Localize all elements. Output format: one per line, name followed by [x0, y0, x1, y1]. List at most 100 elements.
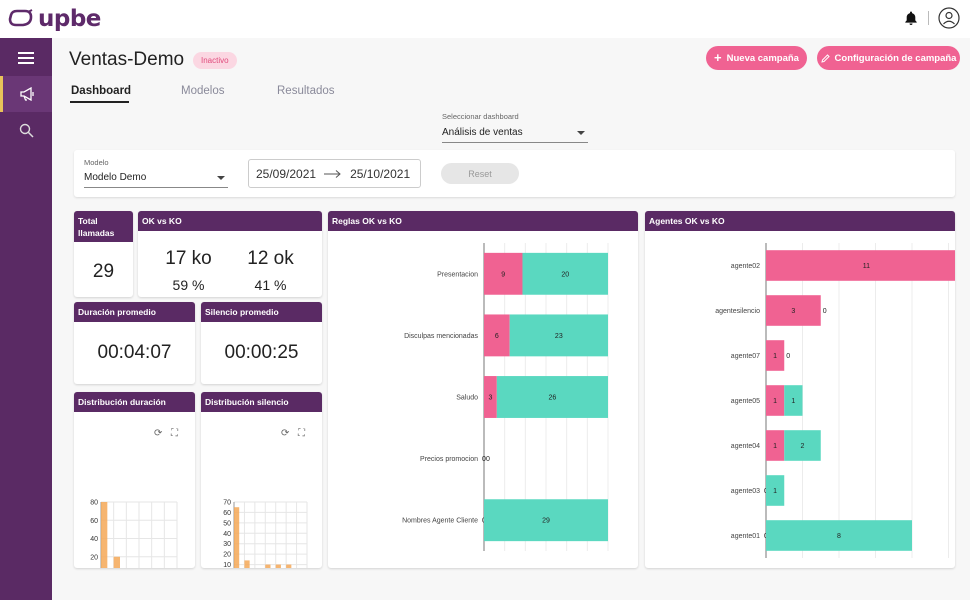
ko-bar — [484, 376, 497, 418]
dashboard-select-text: Análisis de ventas — [442, 127, 523, 138]
duration-distribution-chart: 0204060800102030405060min — [90, 500, 178, 568]
menu-icon — [18, 52, 34, 64]
category-label: agente05 — [731, 398, 760, 405]
config-campaign-label: Configuración de campaña — [834, 52, 957, 64]
ok-value-label: 29 — [542, 518, 550, 525]
status-badge: Inactivo — [193, 52, 237, 69]
ko-value-label: 1 — [773, 353, 777, 360]
histogram-bar — [113, 556, 120, 568]
tab-dashboard[interactable]: Dashboard — [71, 85, 132, 97]
y-tick-label: 70 — [223, 500, 231, 507]
category-label: agente03 — [731, 488, 760, 495]
dashboard-select-value[interactable]: Análisis de ventas — [442, 127, 588, 143]
model-select-value[interactable]: Modelo Demo — [84, 172, 228, 188]
config-campaign-button[interactable]: Configuración de campaña — [817, 46, 960, 70]
bell-icon[interactable] — [903, 10, 919, 26]
upbe-logo[interactable]: upbe — [8, 6, 101, 32]
zoom-select-icon[interactable]: ⛶ — [171, 428, 178, 439]
sidebar-menu-button[interactable] — [0, 40, 52, 76]
date-range-picker[interactable]: 25/09/2021 25/10/2021 — [248, 159, 421, 188]
ok-bar — [509, 314, 608, 357]
reset-zoom-icon[interactable]: ⟳ — [281, 428, 290, 439]
ko-value-label: 9 — [501, 271, 505, 278]
chevron-down-icon — [577, 131, 585, 135]
ko-value-label: 1 — [773, 443, 777, 450]
ok-ko-card: OK vs KO 17 ko 12 ok 59 % 41 % — [138, 211, 322, 297]
y-tick-label: 30 — [223, 541, 231, 548]
agents-ok-ko-card: Agentes OK vs KO agente02110agentesilenc… — [645, 211, 955, 568]
sidebar-item-search[interactable] — [0, 112, 52, 148]
ok-ko-title: OK vs KO — [138, 211, 322, 231]
tab-resultados[interactable]: Resultados — [277, 85, 335, 97]
pencil-icon — [820, 53, 830, 63]
agents-ok-ko-chart: agente02110agentesilencio30agente0710age… — [715, 243, 955, 558]
ko-value-label: 3 — [791, 308, 795, 315]
ko-bar — [766, 340, 785, 371]
tab-modelos[interactable]: Modelos — [181, 85, 225, 97]
new-campaign-label: Nueva campaña — [726, 52, 799, 64]
model-select-label: Modelo — [84, 158, 109, 167]
y-tick-label: 40 — [90, 536, 98, 543]
chevron-down-icon — [217, 176, 225, 180]
histogram-bar — [265, 564, 271, 568]
y-tick-label: 50 — [223, 520, 231, 527]
histogram-bar — [275, 564, 281, 568]
avg-silence-value: 00:00:25 — [224, 342, 299, 363]
zoom-select-icon[interactable]: ⛶ — [298, 428, 305, 439]
category-label: Presentacion — [437, 271, 478, 278]
user-circle-icon[interactable] — [938, 7, 960, 29]
ok-value-label: 26 — [549, 395, 557, 402]
header-separator — [928, 11, 929, 25]
model-select[interactable]: Modelo Modelo Demo — [84, 158, 228, 188]
ok-value-label: 20 — [561, 271, 569, 278]
date-to: 25/10/2021 — [350, 166, 411, 181]
ko-value-label: 6 — [495, 333, 499, 340]
ko-value-label: 11 — [863, 263, 870, 270]
histogram-bar — [244, 560, 250, 568]
total-calls-title: Total llamadas — [74, 211, 133, 242]
sidebar-item-campaigns[interactable] — [0, 76, 52, 112]
search-icon — [19, 123, 34, 138]
category-label: Precios promocion — [420, 456, 478, 463]
ko-bar — [484, 252, 523, 295]
logo-text: upbe — [38, 6, 101, 32]
y-tick-label: 60 — [223, 510, 231, 517]
histogram-bar — [234, 507, 240, 568]
avg-duration-card: Duración promedio 00:04:07 — [74, 302, 195, 384]
ok-value-label: 2 — [801, 443, 805, 450]
ok-value-label: 8 — [837, 533, 841, 540]
y-tick-label: 40 — [223, 531, 231, 538]
ko-bar — [766, 250, 955, 281]
sidebar — [0, 38, 52, 600]
ok-count: 12 ok — [247, 248, 294, 269]
ok-value-label: 23 — [555, 333, 563, 340]
y-tick-label: 10 — [223, 562, 231, 568]
category-label: Saludo — [456, 395, 478, 402]
active-tab-indicator — [70, 101, 129, 103]
avg-silence-card: Silencio promedio 00:00:25 — [201, 302, 322, 384]
reset-zoom-icon[interactable]: ⟳ — [154, 428, 163, 439]
filter-bar: Modelo Modelo Demo 25/09/2021 25/10/2021… — [74, 150, 955, 197]
ko-bar — [766, 430, 785, 461]
ok-value-label: 1 — [791, 398, 795, 405]
ok-bar — [784, 385, 803, 416]
histogram-bar — [286, 564, 292, 568]
logo-mark-icon — [8, 9, 33, 27]
ok-bar — [766, 475, 785, 506]
total-calls-card: Total llamadas 29 — [74, 211, 133, 297]
rules-ok-ko-title: Reglas OK vs KO — [328, 211, 638, 231]
arrow-right-icon — [324, 169, 341, 178]
new-campaign-button[interactable]: + Nueva campaña — [706, 46, 807, 70]
ok-bar — [484, 499, 608, 542]
ko-bar — [766, 295, 821, 326]
date-from: 25/09/2021 — [256, 166, 317, 181]
ko-bar — [766, 385, 785, 416]
reset-button[interactable]: Reset — [441, 163, 519, 184]
megaphone-icon — [19, 87, 34, 101]
avg-silence-title: Silencio promedio — [201, 302, 322, 322]
dashboard-select[interactable]: Seleccionar dashboard Análisis de ventas — [442, 112, 588, 143]
ok-bar — [784, 430, 821, 461]
total-calls-value: 29 — [92, 261, 115, 282]
duration-distribution-title: Distribución duración — [74, 392, 195, 412]
category-label: agente07 — [731, 353, 760, 360]
